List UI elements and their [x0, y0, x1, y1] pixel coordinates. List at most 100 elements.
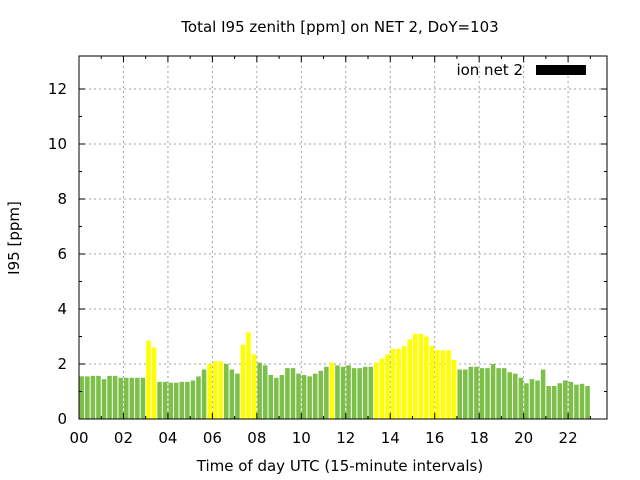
- bar: [196, 376, 201, 419]
- x-tick-label: 10: [292, 429, 311, 447]
- bar: [518, 377, 524, 419]
- bar: [529, 379, 535, 419]
- bar: [296, 373, 301, 419]
- bar: [557, 383, 563, 419]
- bar: [274, 377, 279, 419]
- bar: [279, 375, 285, 419]
- bar-series: [79, 332, 590, 419]
- bar: [129, 377, 135, 419]
- bar: [185, 381, 190, 419]
- bar: [218, 361, 224, 419]
- bar: [229, 369, 235, 419]
- x-tick-label: 06: [203, 429, 222, 447]
- bar: [418, 333, 424, 419]
- bar: [479, 368, 485, 419]
- bar: [407, 339, 412, 419]
- bar: [551, 386, 557, 419]
- bar: [107, 375, 112, 419]
- bar: [290, 368, 296, 419]
- bar: [390, 348, 396, 419]
- x-tick-label: 02: [114, 429, 133, 447]
- bar: [379, 358, 385, 419]
- bar: [351, 368, 357, 419]
- bar: [101, 379, 107, 419]
- x-tick-label: 14: [381, 429, 400, 447]
- bar: [162, 381, 168, 419]
- bar: [435, 350, 440, 419]
- x-tick-label: 20: [514, 429, 533, 447]
- bar: [357, 368, 362, 419]
- bar: [118, 377, 123, 419]
- bar: [451, 359, 457, 419]
- bar: [485, 368, 490, 419]
- bar: [301, 375, 307, 419]
- bar: [424, 336, 429, 419]
- y-tick-label: 12: [48, 80, 67, 98]
- bar: [574, 384, 579, 419]
- bar: [440, 350, 446, 419]
- legend-swatch: [536, 65, 586, 75]
- chart-title: Total I95 zenith [ppm] on NET 2, DoY=103: [180, 18, 498, 36]
- y-tick-label: 4: [57, 300, 67, 318]
- bar: [429, 346, 435, 419]
- bar: [496, 368, 501, 419]
- bar: [85, 376, 90, 419]
- bar: [96, 375, 101, 419]
- bar: [168, 382, 173, 419]
- bar: [396, 348, 401, 419]
- bar: [140, 377, 146, 419]
- bar: [524, 383, 529, 419]
- x-tick-label: 16: [425, 429, 444, 447]
- bar: [412, 333, 418, 419]
- x-tick-label: 22: [559, 429, 578, 447]
- bar: [462, 369, 468, 419]
- bar: [335, 365, 340, 419]
- bar: [240, 344, 246, 419]
- bar: [490, 364, 496, 419]
- bar: [468, 366, 474, 419]
- bar: [535, 380, 540, 419]
- y-tick-label: 6: [57, 245, 67, 263]
- bar: [346, 365, 351, 419]
- bar: [79, 376, 85, 419]
- bar: [563, 380, 568, 419]
- x-tick-label: 18: [470, 429, 489, 447]
- bar: [507, 372, 513, 419]
- x-tick-label: 00: [69, 429, 88, 447]
- bar: [257, 362, 262, 419]
- bar: [312, 373, 318, 419]
- bar: [474, 366, 479, 419]
- y-tick-label: 10: [48, 135, 67, 153]
- bar: [173, 382, 179, 419]
- bar: [329, 362, 335, 419]
- bar: [501, 368, 507, 419]
- bar: [90, 375, 96, 419]
- x-axis-label: Time of day UTC (15-minute intervals): [196, 457, 483, 475]
- bar: [585, 386, 590, 419]
- bar: [324, 366, 329, 419]
- bar: [112, 375, 118, 419]
- plot-frame: [78, 55, 608, 420]
- bar: [151, 347, 157, 419]
- bar: [157, 381, 162, 419]
- bar: [235, 373, 240, 419]
- bar: [190, 380, 196, 419]
- legend: ion net 2: [456, 61, 586, 79]
- y-tick-label: 8: [57, 190, 67, 208]
- bar: [385, 354, 390, 419]
- bar: [262, 365, 268, 419]
- legend-label: ion net 2: [456, 61, 523, 79]
- bar: [246, 332, 251, 419]
- bar: [457, 369, 462, 419]
- y-tick-label: 0: [57, 410, 67, 428]
- y-axis-label: I95 [ppm]: [5, 201, 23, 275]
- bar: [446, 350, 451, 419]
- bar: [540, 369, 546, 419]
- bar: [224, 364, 229, 419]
- grid-lines: [79, 56, 607, 419]
- bar: [201, 369, 207, 419]
- bar: [212, 361, 218, 419]
